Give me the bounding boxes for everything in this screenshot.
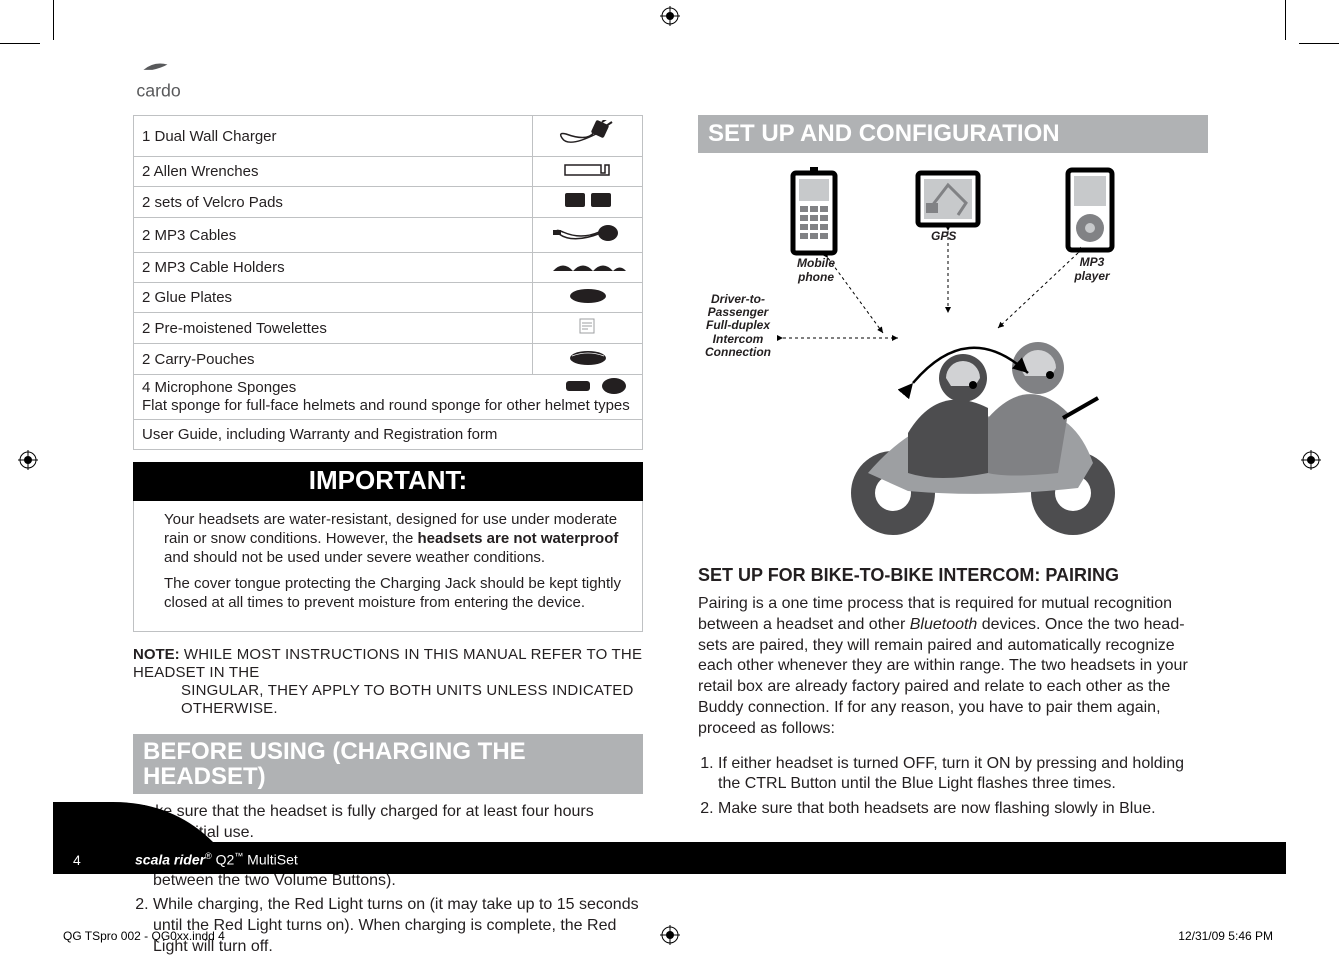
parts-row: 2 Allen Wrenches — [134, 157, 643, 187]
part-label: 2 MP3 Cables — [134, 218, 533, 253]
important-box: Your headsets are water-resistant, desig… — [133, 501, 643, 632]
parts-row: 2 sets of Velcro Pads — [134, 187, 643, 218]
part-icon — [533, 116, 643, 157]
reg-mark-right — [1301, 450, 1321, 470]
note: NOTE: WHILE MOST INSTRUCTIONS IN THIS MA… — [133, 646, 643, 718]
part-userguide: User Guide, including Warranty and Regis… — [134, 420, 643, 450]
part-label: 2 MP3 Cable Holders — [134, 253, 533, 283]
footer-product: scala rider® Q2™ MultiSet — [135, 851, 298, 868]
important-p1: Your headsets are water-resistant, desig… — [164, 511, 622, 567]
part-label: 2 Allen Wrenches — [134, 157, 533, 187]
label-intercom: Driver-to-PassengerFull-duplexIntercomCo… — [693, 293, 783, 359]
parts-row: 2 MP3 Cables — [134, 218, 643, 253]
important-p2: The cover tongue protecting the Charging… — [164, 575, 622, 613]
svg-text:cardo: cardo — [136, 81, 181, 101]
step-item: If either headset is turned OFF, turn it… — [718, 754, 1208, 796]
right-column: SET UP AND CONFIGURATION — [698, 115, 1208, 962]
parts-row: 2 Pre-moistened Towelettes — [134, 313, 643, 344]
note-body2: SINGULAR, THEY APPLY TO BOTH UNITS UNLES… — [133, 682, 643, 718]
note-label: NOTE: — [133, 646, 184, 663]
part-icon — [533, 157, 643, 187]
part-icon — [533, 313, 643, 344]
part-icon — [533, 253, 643, 283]
parts-row: 2 MP3 Cable Holders — [134, 253, 643, 283]
part-icon — [533, 344, 643, 375]
note-body1: WHILE MOST INSTRUCTIONS IN THIS MANUAL R… — [133, 646, 642, 681]
part-icon — [533, 283, 643, 313]
important-header: IMPORTANT: — [133, 462, 643, 501]
label-gps: GPS — [931, 229, 956, 243]
label-mp3: MP3 player — [1070, 255, 1114, 283]
parts-row: 2 Carry-Pouches — [134, 344, 643, 375]
parts-row: 1 Dual Wall Charger — [134, 116, 643, 157]
setup-header: SET UP AND CONFIGURATION — [698, 115, 1208, 153]
reg-mark-top — [660, 6, 680, 26]
connection-diagram: Mobile phone GPS MP3 player Driver-to-Pa… — [698, 163, 1208, 553]
before-header: BEFORE USING (CHARGING THE HEADSET) — [133, 734, 643, 794]
pair-body: Pairing is a one time process that is re… — [698, 594, 1208, 740]
part-label: 2 Pre-moistened Towelettes — [134, 313, 533, 344]
step-item: Make sure that both headsets are now fla… — [718, 799, 1208, 820]
step-item: While charging, the Red Light turns on (… — [153, 895, 643, 957]
label-mobile: Mobile phone — [786, 256, 846, 284]
part-sponges: 4 Microphone SpongesFlat sponge for full… — [134, 375, 643, 420]
part-label: 1 Dual Wall Charger — [134, 116, 533, 157]
slug-line: QG TSpro 002 - QG0xx.indd 4 12/31/09 5:4… — [63, 929, 1283, 943]
parts-row: 2 Glue Plates — [134, 283, 643, 313]
slug-right: 12/31/09 5:46 PM — [1178, 929, 1273, 943]
part-icon — [533, 187, 643, 218]
page-number: 4 — [73, 852, 81, 868]
cardo-logo: cardo — [133, 61, 193, 101]
pair-steps: If either headset is turned OFF, turn it… — [698, 754, 1208, 820]
parts-table: 1 Dual Wall Charger2 Allen Wrenches2 set… — [133, 115, 643, 450]
part-label: 2 Carry-Pouches — [134, 344, 533, 375]
reg-mark-left — [18, 450, 38, 470]
part-label: 2 sets of Velcro Pads — [134, 187, 533, 218]
pair-header: SET UP FOR BIKE-TO-BIKE INTERCOM: PAIRIN… — [698, 565, 1208, 586]
part-label: 2 Glue Plates — [134, 283, 533, 313]
slug-left: QG TSpro 002 - QG0xx.indd 4 — [63, 929, 225, 943]
part-icon — [533, 218, 643, 253]
